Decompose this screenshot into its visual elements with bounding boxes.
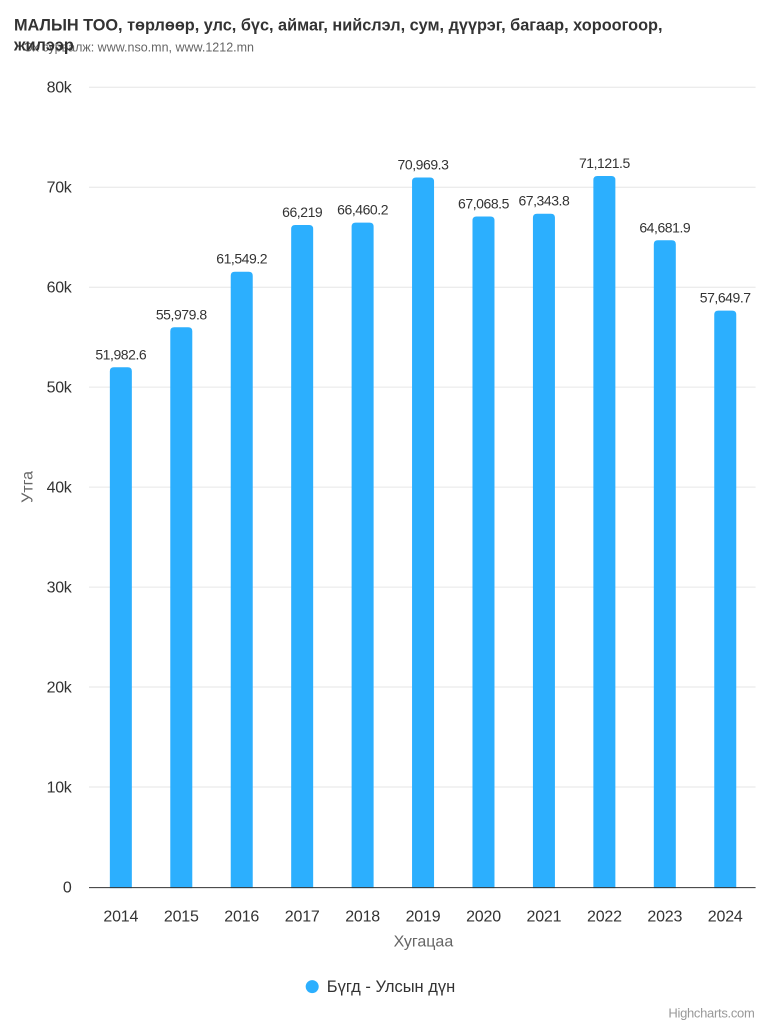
svg-text:67,068.5: 67,068.5 <box>458 196 510 212</box>
svg-text:2021: 2021 <box>527 909 562 926</box>
svg-text:20k: 20k <box>47 679 73 696</box>
svg-text:71,121.5: 71,121.5 <box>579 155 631 171</box>
svg-text:2019: 2019 <box>406 909 441 926</box>
svg-text:57,649.7: 57,649.7 <box>700 290 752 306</box>
svg-text:40k: 40k <box>47 479 73 496</box>
svg-text:80k: 80k <box>47 80 73 97</box>
svg-text:2015: 2015 <box>164 909 199 926</box>
svg-text:55,979.8: 55,979.8 <box>156 306 208 322</box>
svg-text:2023: 2023 <box>647 909 682 926</box>
svg-text:МАЛЫН ТОО, төрлөөр, улс, бүс,: МАЛЫН ТОО, төрлөөр, улс, бүс, аймаг, ний… <box>14 17 663 35</box>
svg-text:Хугацаа: Хугацаа <box>394 934 454 951</box>
svg-text:66,460.2: 66,460.2 <box>337 202 389 218</box>
svg-text:0: 0 <box>63 879 72 896</box>
svg-text:Эх сурвалж: www.nso.mn, www.12: Эх сурвалж: www.nso.mn, www.1212.mn <box>24 41 254 55</box>
svg-text:61,549.2: 61,549.2 <box>216 251 268 267</box>
svg-text:2018: 2018 <box>345 909 380 926</box>
svg-text:2014: 2014 <box>103 909 138 926</box>
svg-text:70,969.3: 70,969.3 <box>398 157 450 173</box>
svg-text:60k: 60k <box>47 280 73 297</box>
svg-text:67,343.8: 67,343.8 <box>518 193 570 209</box>
svg-text:2020: 2020 <box>466 909 501 926</box>
svg-text:2024: 2024 <box>708 909 743 926</box>
svg-text:51,982.6: 51,982.6 <box>95 346 147 362</box>
svg-text:Highcharts.com: Highcharts.com <box>668 1006 754 1021</box>
svg-text:Бүгд - Улсын дүн: Бүгд - Улсын дүн <box>327 978 455 996</box>
svg-text:64,681.9: 64,681.9 <box>639 219 691 235</box>
svg-text:2016: 2016 <box>224 909 259 926</box>
svg-text:2022: 2022 <box>587 909 622 926</box>
svg-text:66,219: 66,219 <box>282 204 323 220</box>
svg-text:30k: 30k <box>47 579 73 596</box>
svg-text:Утга: Утга <box>20 471 37 503</box>
svg-text:50k: 50k <box>47 379 73 396</box>
svg-text:10k: 10k <box>47 779 73 796</box>
svg-text:2017: 2017 <box>285 909 320 926</box>
svg-text:70k: 70k <box>47 180 73 197</box>
svg-text:жилээр: жилээр <box>13 37 74 55</box>
